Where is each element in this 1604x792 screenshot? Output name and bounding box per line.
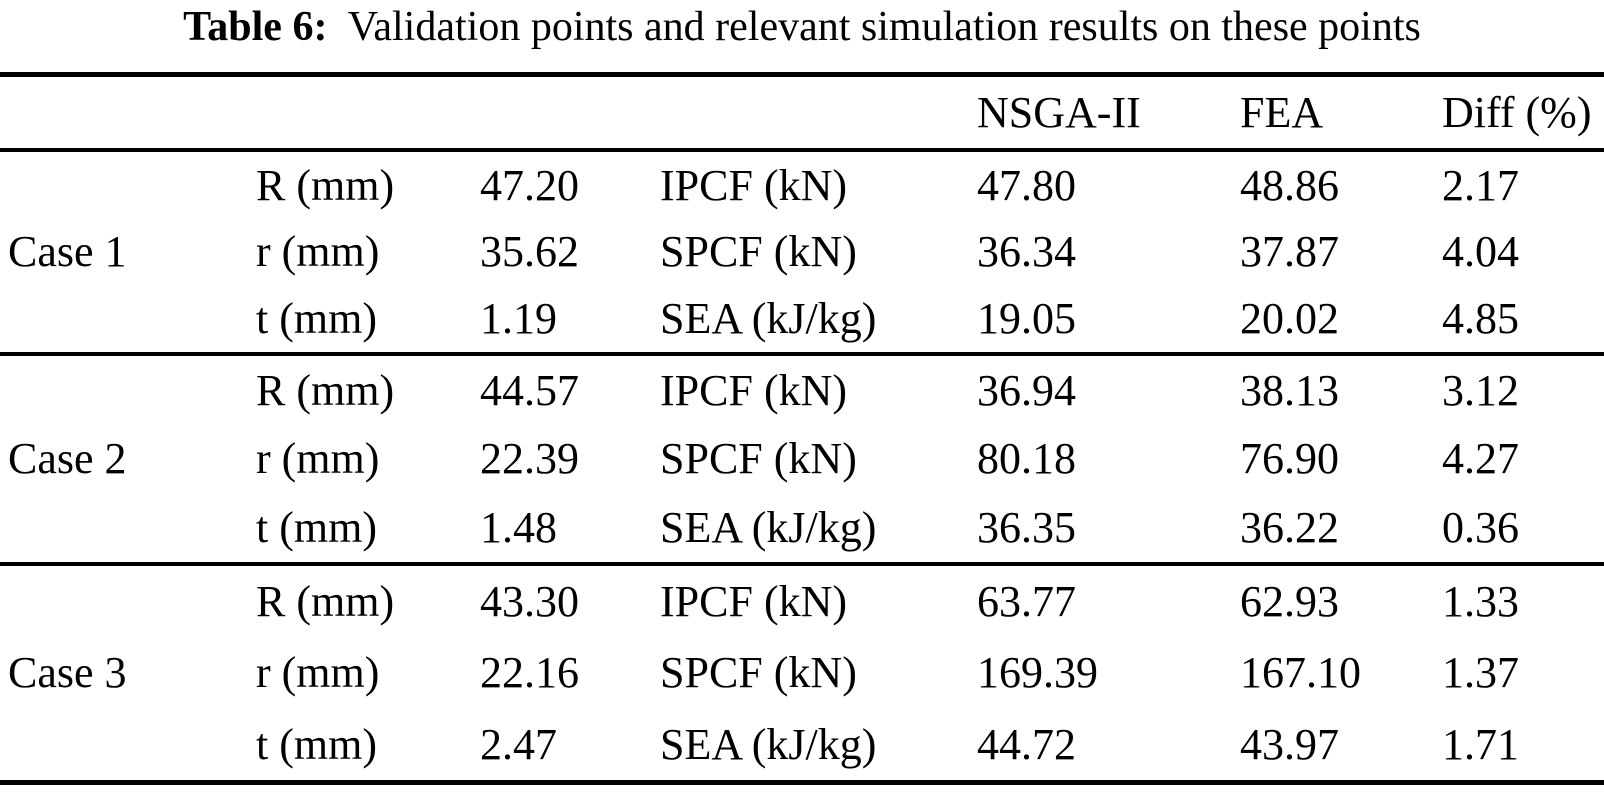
variable-value: 47.20 bbox=[480, 160, 579, 210]
nsga2-value: 36.35 bbox=[977, 503, 1076, 553]
diff-value: 4.85 bbox=[1442, 294, 1519, 344]
table-row: R (mm) 43.30 IPCF (kN) 63.77 62.93 1.33 bbox=[0, 566, 1604, 637]
table-row: R (mm) 44.57 IPCF (kN) 36.94 38.13 3.12 bbox=[0, 356, 1604, 425]
nsga2-value: 36.34 bbox=[977, 227, 1076, 277]
table-row: Case 2 r (mm) 22.39 SPCF (kN) 80.18 76.9… bbox=[0, 425, 1604, 494]
metric-label: SEA (kJ/kg) bbox=[660, 294, 877, 344]
nsga2-value: 169.39 bbox=[977, 648, 1098, 698]
fea-value: 76.90 bbox=[1240, 434, 1339, 484]
diff-value: 1.71 bbox=[1442, 719, 1519, 769]
case-label: Case 1 bbox=[8, 227, 127, 277]
table-top-rule bbox=[0, 72, 1604, 77]
table-caption: Table 6: Validation points and relevant … bbox=[0, 0, 1604, 72]
variable-label: t (mm) bbox=[256, 719, 377, 769]
variable-value: 2.47 bbox=[480, 719, 557, 769]
fea-value: 62.93 bbox=[1240, 577, 1339, 627]
case-label: Case 3 bbox=[8, 648, 127, 698]
metric-label: SPCF (kN) bbox=[660, 227, 857, 277]
fea-value: 48.86 bbox=[1240, 160, 1339, 210]
header-fea: FEA bbox=[1240, 88, 1324, 137]
variable-label: R (mm) bbox=[256, 577, 395, 627]
variable-label: r (mm) bbox=[256, 648, 380, 698]
variable-value: 22.16 bbox=[480, 648, 579, 698]
table-row: t (mm) 2.47 SEA (kJ/kg) 44.72 43.97 1.71 bbox=[0, 709, 1604, 780]
table-row: t (mm) 1.19 SEA (kJ/kg) 19.05 20.02 4.85 bbox=[0, 285, 1604, 352]
table-row: R (mm) 47.20 IPCF (kN) 47.80 48.86 2.17 bbox=[0, 152, 1604, 219]
header-nsga2: NSGA-II bbox=[977, 88, 1141, 137]
fea-value: 43.97 bbox=[1240, 719, 1339, 769]
nsga2-value: 44.72 bbox=[977, 719, 1076, 769]
variable-label: r (mm) bbox=[256, 434, 380, 484]
variable-value: 35.62 bbox=[480, 227, 579, 277]
diff-value: 1.37 bbox=[1442, 648, 1519, 698]
variable-label: R (mm) bbox=[256, 160, 395, 210]
diff-value: 4.04 bbox=[1442, 227, 1519, 277]
fea-value: 38.13 bbox=[1240, 365, 1339, 415]
variable-value: 1.48 bbox=[480, 503, 557, 553]
nsga2-value: 36.94 bbox=[977, 365, 1076, 415]
nsga2-value: 19.05 bbox=[977, 294, 1076, 344]
metric-label: SEA (kJ/kg) bbox=[660, 503, 877, 553]
header-bottom-rule bbox=[0, 148, 1604, 152]
case-label: Case 2 bbox=[8, 434, 127, 484]
header-diff: Diff (%) bbox=[1442, 88, 1592, 137]
diff-value: 4.27 bbox=[1442, 434, 1519, 484]
fea-value: 167.10 bbox=[1240, 648, 1361, 698]
table-row: Case 3 r (mm) 22.16 SPCF (kN) 169.39 167… bbox=[0, 637, 1604, 708]
variable-label: R (mm) bbox=[256, 365, 395, 415]
table-caption-label: Table 6: bbox=[183, 4, 328, 50]
metric-label: IPCF (kN) bbox=[660, 160, 848, 210]
diff-value: 0.36 bbox=[1442, 503, 1519, 553]
case-1-bottom-rule bbox=[0, 352, 1604, 356]
metric-label: SEA (kJ/kg) bbox=[660, 719, 877, 769]
metric-label: SPCF (kN) bbox=[660, 648, 857, 698]
nsga2-value: 80.18 bbox=[977, 434, 1076, 484]
fea-value: 37.87 bbox=[1240, 227, 1339, 277]
variable-value: 22.39 bbox=[480, 434, 579, 484]
metric-label: IPCF (kN) bbox=[660, 365, 848, 415]
table-header-row: NSGA-II FEA Diff (%) bbox=[0, 77, 1604, 148]
variable-value: 1.19 bbox=[480, 294, 557, 344]
diff-value: 3.12 bbox=[1442, 365, 1519, 415]
case-2-bottom-rule bbox=[0, 562, 1604, 566]
variable-value: 43.30 bbox=[480, 577, 579, 627]
nsga2-value: 47.80 bbox=[977, 160, 1076, 210]
fea-value: 36.22 bbox=[1240, 503, 1339, 553]
metric-label: IPCF (kN) bbox=[660, 577, 848, 627]
metric-label: SPCF (kN) bbox=[660, 434, 857, 484]
diff-value: 2.17 bbox=[1442, 160, 1519, 210]
table-bottom-rule bbox=[0, 780, 1604, 785]
variable-label: t (mm) bbox=[256, 503, 377, 553]
fea-value: 20.02 bbox=[1240, 294, 1339, 344]
case-3-block: R (mm) 43.30 IPCF (kN) 63.77 62.93 1.33 … bbox=[0, 566, 1604, 780]
table-row: Case 1 r (mm) 35.62 SPCF (kN) 36.34 37.8… bbox=[0, 219, 1604, 286]
diff-value: 1.33 bbox=[1442, 577, 1519, 627]
nsga2-value: 63.77 bbox=[977, 577, 1076, 627]
table-row: t (mm) 1.48 SEA (kJ/kg) 36.35 36.22 0.36 bbox=[0, 493, 1604, 562]
variable-value: 44.57 bbox=[480, 365, 579, 415]
table-caption-text: Validation points and relevant simulatio… bbox=[327, 4, 1421, 50]
case-1-block: R (mm) 47.20 IPCF (kN) 47.80 48.86 2.17 … bbox=[0, 152, 1604, 352]
variable-label: t (mm) bbox=[256, 294, 377, 344]
variable-label: r (mm) bbox=[256, 227, 380, 277]
case-2-block: R (mm) 44.57 IPCF (kN) 36.94 38.13 3.12 … bbox=[0, 356, 1604, 562]
